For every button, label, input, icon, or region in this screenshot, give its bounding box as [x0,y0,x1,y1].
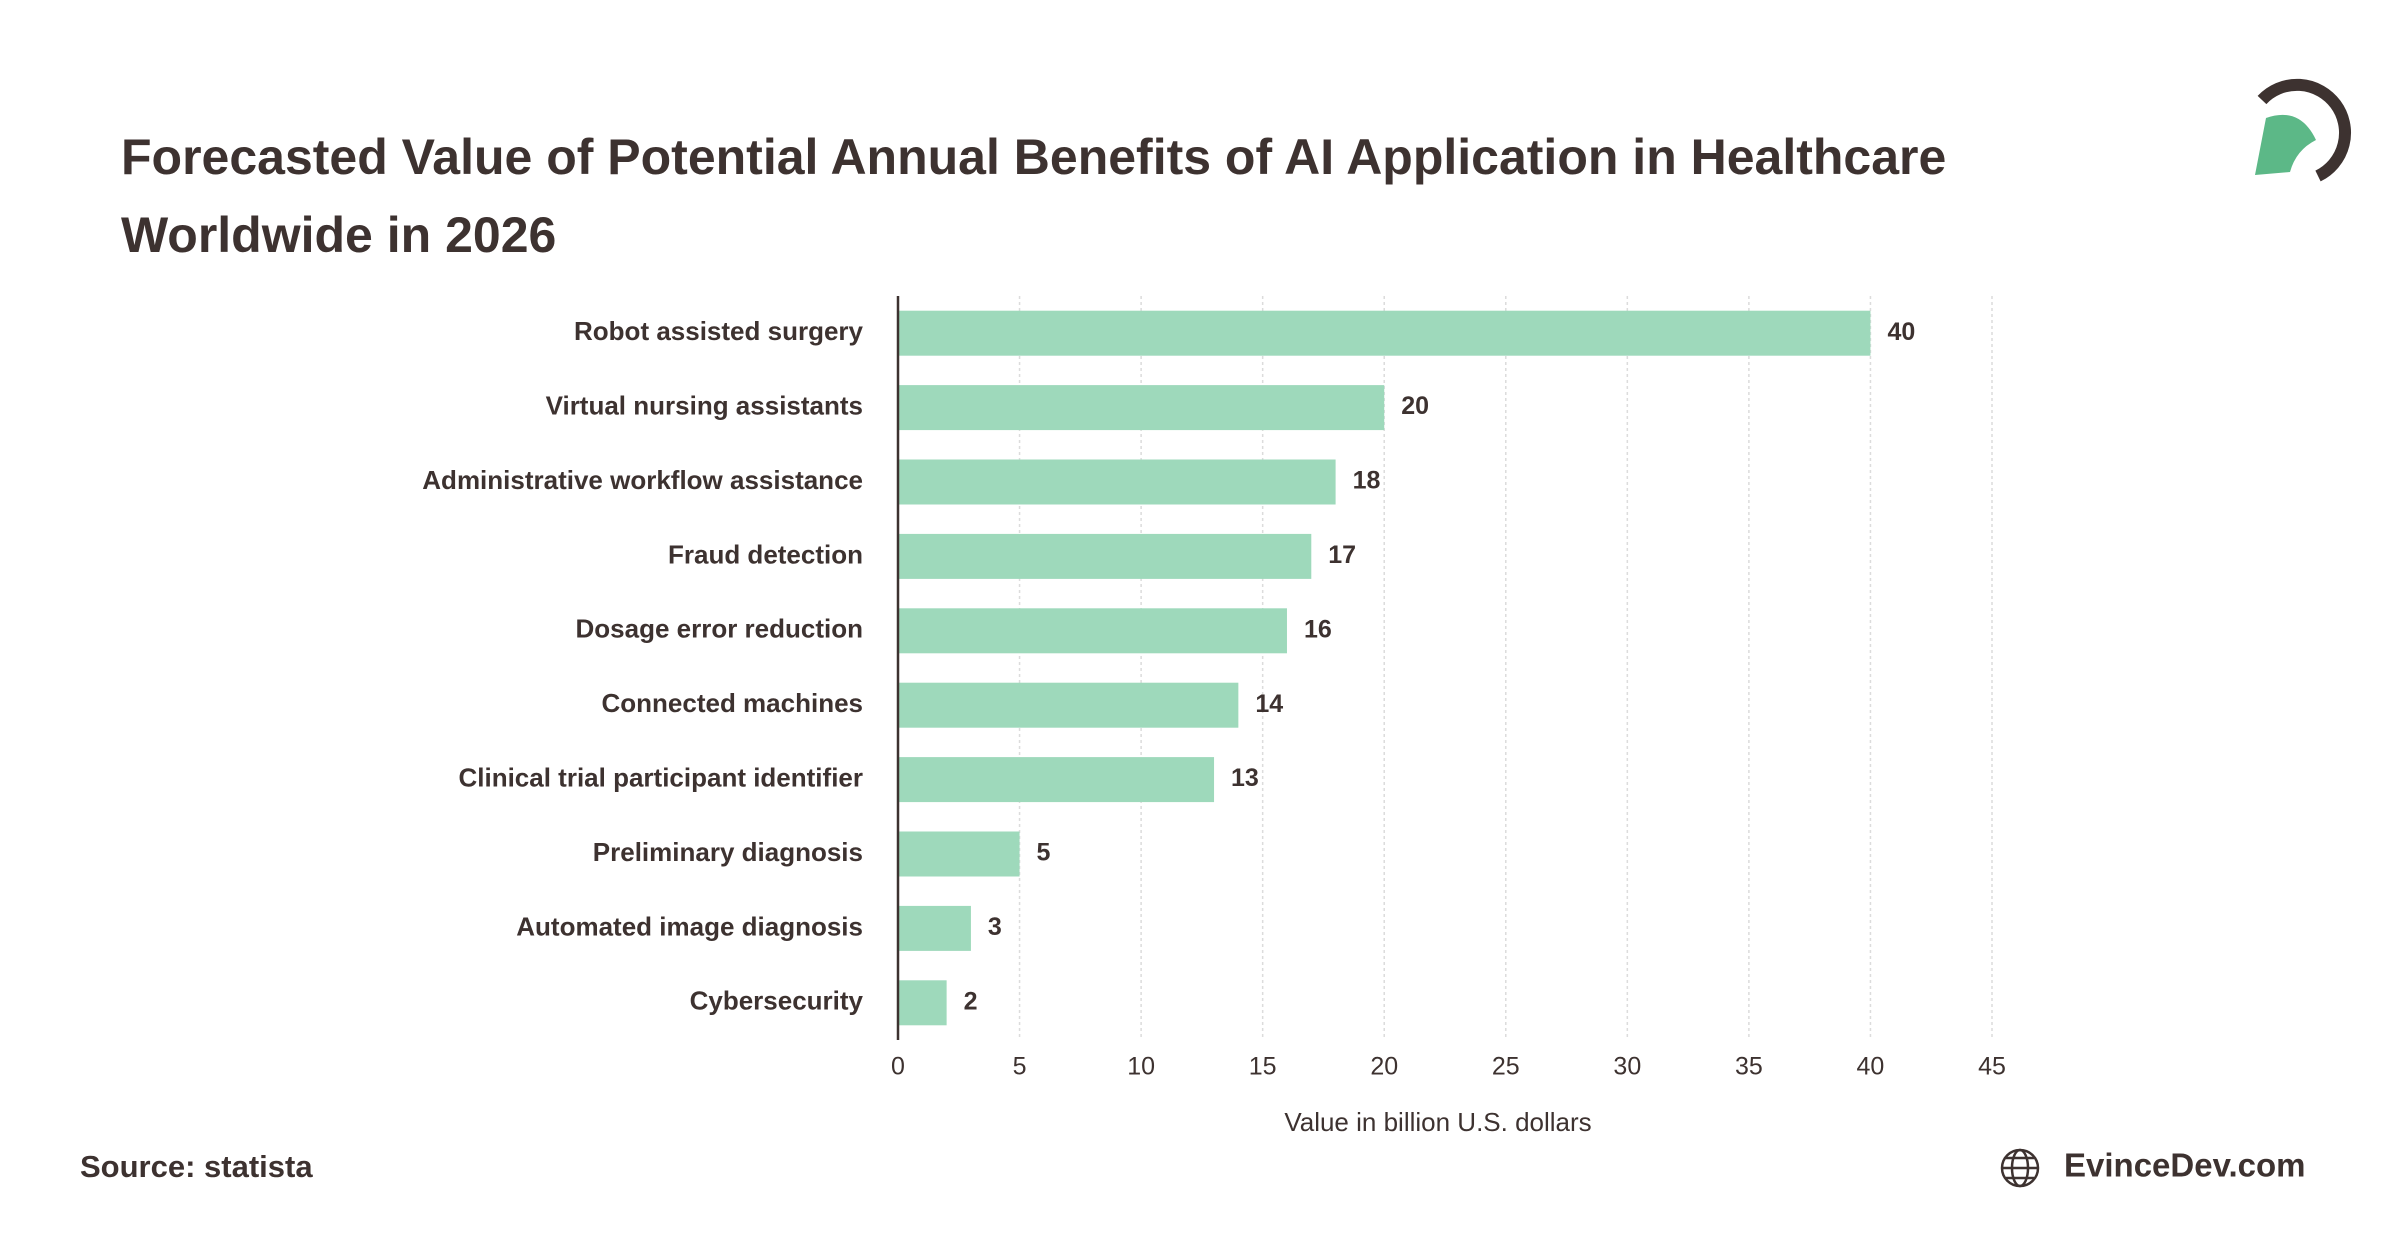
bar [898,905,971,951]
value-label: 14 [1255,690,1283,718]
bar [898,608,1287,654]
y-tick-label: Dosage error reduction [575,614,863,644]
x-tick-label: 25 [1492,1053,1520,1081]
bar [898,757,1215,803]
value-label: 13 [1231,764,1259,792]
y-tick-label: Administrative workflow assistance [422,465,863,495]
y-tick-label: Preliminary diagnosis [593,837,863,867]
bar [898,682,1239,728]
source: Source: statista [80,1149,313,1184]
value-label: 16 [1304,615,1332,643]
value-label: 18 [1353,467,1381,495]
bar [898,980,947,1026]
y-tick-label: Connected machines [601,688,863,718]
x-tick-label: 10 [1127,1053,1155,1081]
value-label: 17 [1328,541,1356,569]
y-tick-label: Fraud detection [668,539,863,569]
x-tick-label: 20 [1370,1053,1398,1081]
globe-icon [2000,1148,2040,1188]
y-tick-label: Cybersecurity [690,986,864,1016]
chart-title: Forecasted Value of Potential Annual Ben… [121,129,1947,263]
value-label: 20 [1401,392,1429,420]
y-tick-label: Clinical trial participant identifier [458,762,863,792]
bar [898,459,1336,505]
x-tick-label: 15 [1249,1053,1277,1081]
value-label: 3 [988,913,1002,941]
y-tick-label: Virtual nursing assistants [546,390,863,420]
y-tick-label: Automated image diagnosis [516,911,863,941]
bar [898,533,1312,579]
value-label: 2 [964,987,978,1015]
logo [2255,78,2351,182]
brand: EvinceDev.com [2064,1147,2306,1184]
x-tick-label: 35 [1735,1053,1763,1081]
x-tick-label: 45 [1978,1053,2006,1081]
bar [898,831,1020,877]
value-label: 40 [1887,318,1915,346]
y-tick-label: Robot assisted surgery [574,316,864,346]
x-tick-label: 0 [891,1053,905,1081]
x-tick-label: 30 [1613,1053,1641,1081]
x-axis-label: Value in billion U.S. dollars [1284,1107,1591,1137]
x-tick-label: 5 [1013,1053,1027,1081]
bar [898,385,1385,431]
x-tick-label: 40 [1857,1053,1885,1081]
bar [898,310,1871,356]
value-label: 5 [1037,839,1051,867]
